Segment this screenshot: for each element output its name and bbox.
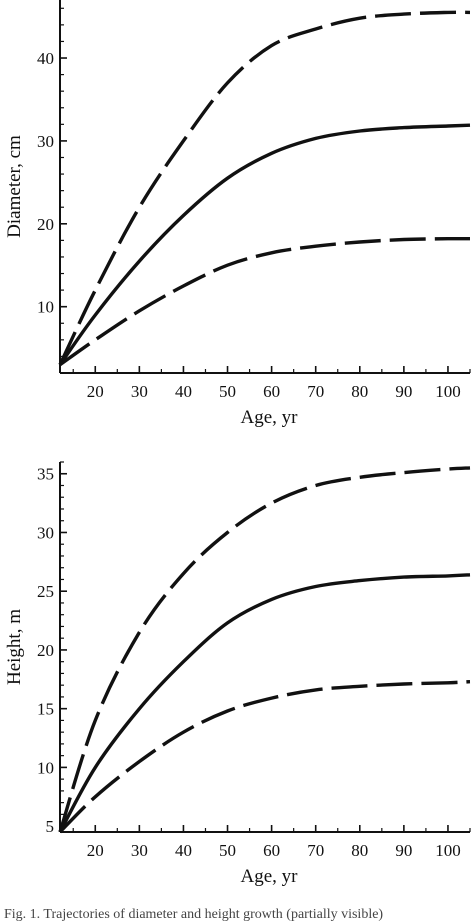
x-tick-label: 40 <box>175 841 192 860</box>
x-tick-label: 50 <box>219 382 236 401</box>
y-tick-label: 30 <box>37 523 54 542</box>
y-tick-label: 30 <box>37 132 54 151</box>
x-tick-label: 80 <box>351 841 368 860</box>
y-tick-label: 15 <box>37 700 54 719</box>
x-axis-title: Age, yr <box>241 407 299 428</box>
y-tick-label: 35 <box>37 465 54 484</box>
diameter-chart: 20 30 40 50 60 70 80 90 100 10 20 30 40 Age, yr Diamet… <box>4 0 471 428</box>
series-line-2 <box>58 573 471 833</box>
x-tick-label: 70 <box>307 841 324 860</box>
series-line-1 <box>58 10 471 366</box>
x-tick-label: 60 <box>263 382 280 401</box>
x-tick-label: 50 <box>219 841 236 860</box>
y-tick-label: 40 <box>37 49 54 68</box>
y-axis-title: Diameter, cm <box>4 135 25 238</box>
x-tick-label: 60 <box>263 841 280 860</box>
height-chart: 20 30 40 50 60 70 80 90 100 5 10 15 20 25 30 35 Age, yr H… <box>4 461 471 887</box>
series-line-2 <box>58 123 471 366</box>
x-tick-label: 80 <box>351 382 368 401</box>
y-axis-title: Height, m <box>4 609 25 685</box>
series-line-3 <box>59 236 471 367</box>
x-tick-label: 70 <box>307 382 324 401</box>
x-tick-label: 40 <box>175 382 192 401</box>
x-tick-label: 30 <box>131 841 148 860</box>
x-tick-label: 100 <box>435 841 461 860</box>
x-tick-label: 100 <box>435 382 461 401</box>
y-tick-label: 20 <box>37 215 54 234</box>
x-axis-title: Age, yr <box>241 866 299 887</box>
series-line-1 <box>58 466 471 833</box>
y-tick-label: 5 <box>46 817 55 836</box>
x-tick-label: 30 <box>131 382 148 401</box>
y-tick-label: 10 <box>37 758 54 777</box>
y-tick-label: 25 <box>37 582 54 601</box>
x-tick-label: 90 <box>395 382 412 401</box>
figure-caption: Fig. 1. Trajectories of diameter and hei… <box>4 907 383 922</box>
series-line-3 <box>58 680 471 834</box>
x-tick-label: 90 <box>395 841 412 860</box>
y-tick-label: 20 <box>37 641 54 660</box>
x-tick-label: 20 <box>87 382 104 401</box>
y-tick-label: 10 <box>37 298 54 317</box>
x-tick-label: 20 <box>87 841 104 860</box>
